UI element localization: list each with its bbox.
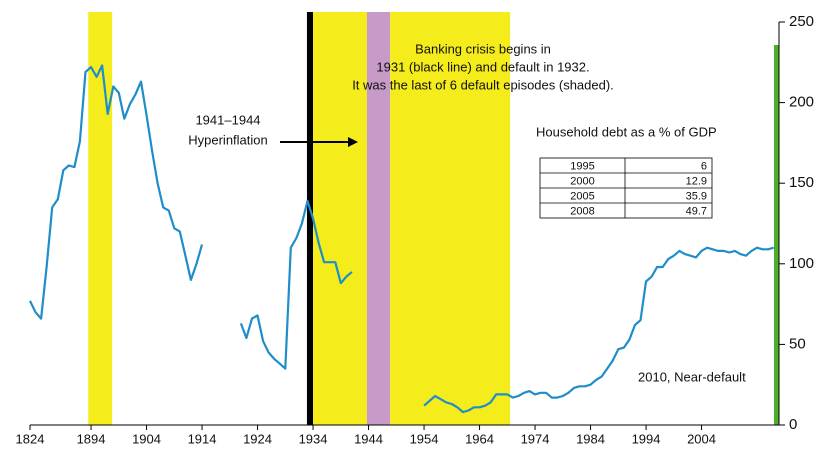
y-tick-label: 150 <box>789 174 814 191</box>
y-tick-label: 200 <box>789 94 814 111</box>
shaded-span <box>313 12 367 425</box>
table-cell: 1995 <box>570 160 594 172</box>
x-tick-label: 1904 <box>132 431 161 446</box>
table-cell: 2008 <box>570 205 594 217</box>
table-cell: 6 <box>701 160 707 172</box>
y-tick-label: 0 <box>789 416 797 433</box>
x-tick-label: 1974 <box>521 431 550 446</box>
annotation: It was the last of 6 default episodes (s… <box>352 77 614 92</box>
annotation: Hyperinflation <box>188 132 268 147</box>
data-line <box>29 64 775 414</box>
table-cell: 2005 <box>570 190 594 202</box>
x-tick-label: 1894 <box>77 431 106 446</box>
shaded-span <box>366 12 391 425</box>
x-tick-label: 1914 <box>188 431 217 446</box>
annotation: Banking crisis begins in <box>415 41 551 56</box>
arrow-head <box>348 137 358 147</box>
table-cell: 49.7 <box>686 205 707 217</box>
x-tick-label: 2004 <box>687 431 716 446</box>
annotation: 1931 (black line) and default in 1932. <box>376 59 589 74</box>
table-cell: 35.9 <box>686 190 707 202</box>
shaded-periods <box>88 12 511 425</box>
y-tick-label: 100 <box>789 255 814 272</box>
annotation: 1941–1944 <box>195 112 260 127</box>
right-bar <box>774 45 779 425</box>
y-tick-label: 50 <box>789 335 806 352</box>
x-tick-label: 1984 <box>576 431 605 446</box>
x-tick-label: 1944 <box>354 431 383 446</box>
annotation: 2010, Near-default <box>638 369 746 384</box>
x-tick-label: 1964 <box>465 431 494 446</box>
x-tick-label: 1824 <box>16 431 45 446</box>
x-tick-label: 1994 <box>632 431 661 446</box>
shaded-span <box>390 12 511 425</box>
x-tick-label: 1924 <box>243 431 272 446</box>
x-tick-label: 1934 <box>299 431 328 446</box>
shaded-span <box>88 12 113 425</box>
table-title: Household debt as a % of GDP <box>536 124 717 139</box>
x-tick-label: 1954 <box>410 431 439 446</box>
y-tick-label: 250 <box>789 13 814 30</box>
table-cell: 2000 <box>570 175 594 187</box>
table-cell: 12.9 <box>686 175 707 187</box>
shaded-span <box>306 12 314 425</box>
